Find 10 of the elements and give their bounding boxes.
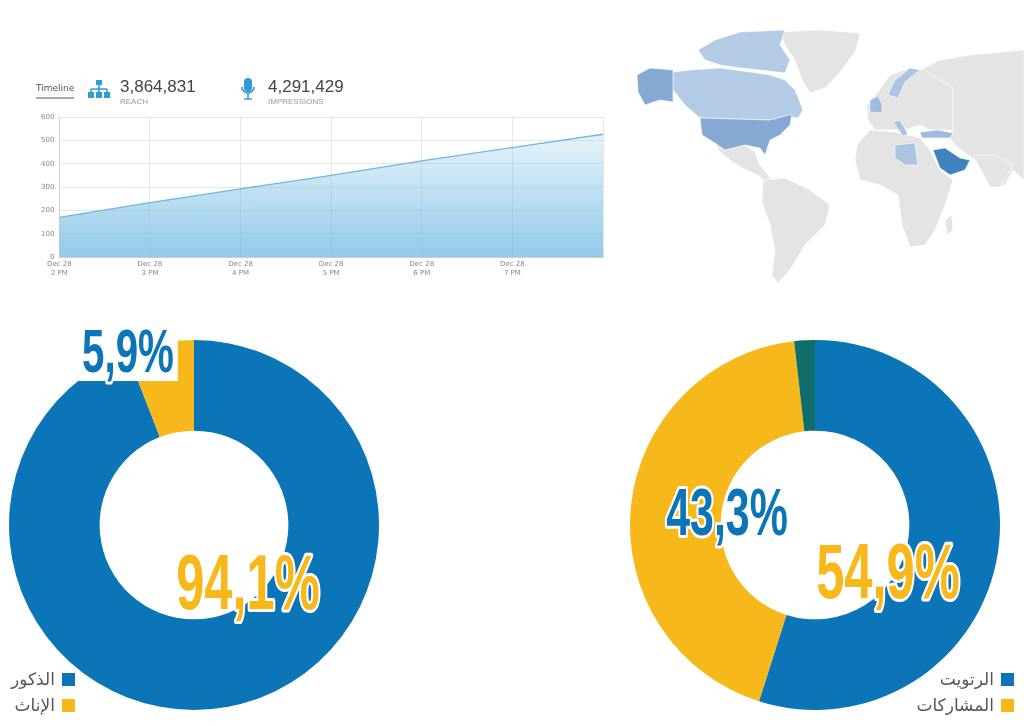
data-label: 5,9% bbox=[82, 316, 174, 386]
legend-label: الإناث bbox=[14, 694, 55, 717]
legend-label: الرتويت bbox=[939, 668, 994, 691]
chart-title: Timeline bbox=[36, 83, 75, 99]
text: REACH bbox=[120, 97, 149, 107]
legend-label: المشاركات bbox=[916, 694, 994, 717]
legend-label: الذكور bbox=[11, 668, 55, 691]
text: IMPRESSIONS bbox=[268, 97, 324, 107]
text: 4,291,429 bbox=[268, 77, 344, 97]
text: 3,864,831 bbox=[120, 77, 196, 97]
